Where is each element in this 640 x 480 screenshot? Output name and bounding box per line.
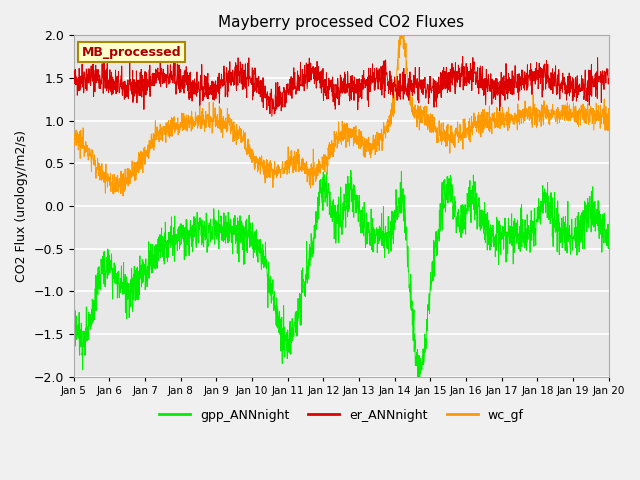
- Y-axis label: CO2 Flux (urology/m2/s): CO2 Flux (urology/m2/s): [15, 130, 28, 282]
- Text: MB_processed: MB_processed: [82, 46, 181, 59]
- Legend: gpp_ANNnight, er_ANNnight, wc_gf: gpp_ANNnight, er_ANNnight, wc_gf: [154, 404, 529, 427]
- Title: Mayberry processed CO2 Fluxes: Mayberry processed CO2 Fluxes: [218, 15, 465, 30]
